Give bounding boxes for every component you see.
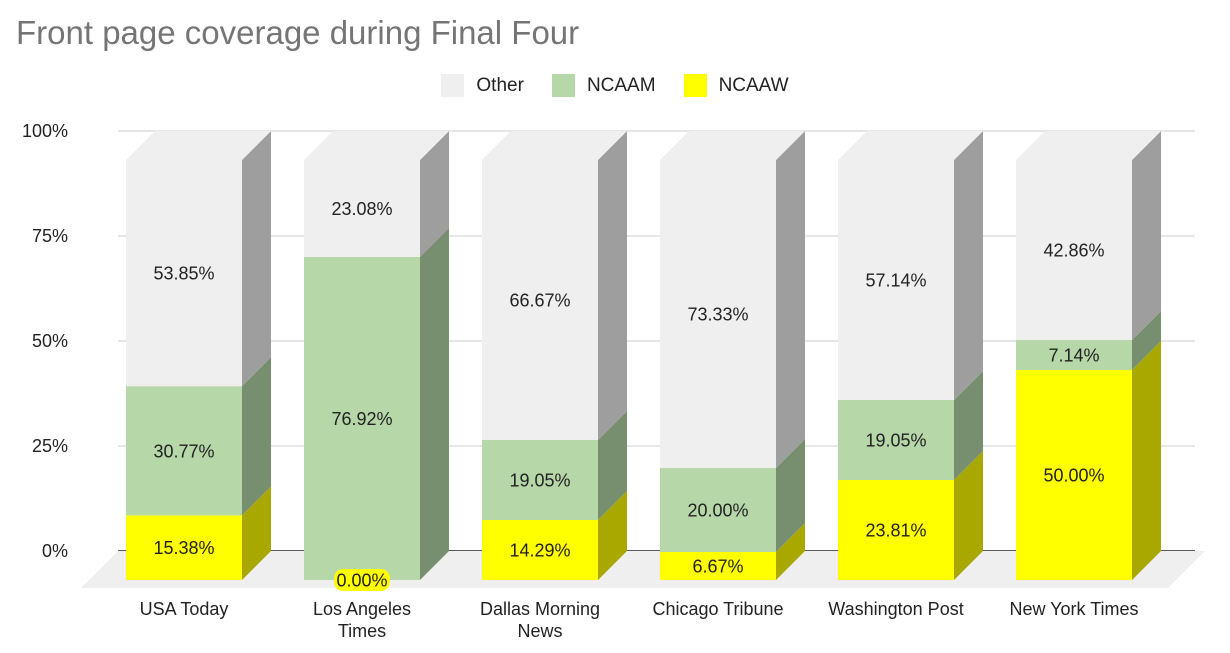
bar-top <box>304 131 449 160</box>
legend-item-ncaam[interactable]: NCAAM <box>551 74 656 97</box>
data-label: 19.05% <box>509 470 570 490</box>
bar-ncaaw-side <box>242 486 271 580</box>
data-label: 50.00% <box>1043 466 1104 486</box>
bar-ncaam <box>482 439 598 520</box>
bar-ncaaw-side <box>954 450 983 580</box>
bar-other-side <box>598 130 627 440</box>
bar-stack <box>304 131 449 580</box>
bar-ncaam-side <box>598 410 627 520</box>
bar-other <box>838 160 954 400</box>
bar-ncaaw-side <box>776 522 805 580</box>
bar-ncaam-side <box>1132 311 1161 370</box>
bar-ncaam <box>1016 340 1132 370</box>
bar-ncaaw <box>1016 370 1132 580</box>
data-label: 30.77% <box>153 441 214 461</box>
data-label: 14.29% <box>509 540 570 560</box>
data-label: 20.00% <box>687 500 748 520</box>
bar-ncaaw-side <box>598 490 627 580</box>
y-tick-label: 0% <box>42 541 68 561</box>
legend: Other NCAAM NCAAW <box>0 74 1230 97</box>
bar-stack <box>482 130 627 580</box>
data-label: 66.67% <box>509 290 570 310</box>
bar-top <box>126 131 271 160</box>
data-label: 76.92% <box>331 409 392 429</box>
bar-other <box>660 160 776 468</box>
x-tick-label: Los Angeles <box>313 599 411 619</box>
legend-swatch-ncaaw <box>683 74 707 97</box>
bar-other <box>304 160 420 257</box>
x-tick-label: New York Times <box>1009 599 1138 619</box>
bar-ncaam <box>126 386 242 516</box>
data-label-bg <box>334 569 390 591</box>
bar-ncaam <box>660 467 776 552</box>
bar-other-side <box>954 131 983 400</box>
bar-ncaaw <box>482 519 598 580</box>
bar-top <box>1016 131 1161 160</box>
bar-ncaaw-side <box>1132 341 1161 580</box>
chart-title: Front page coverage during Final Four <box>16 14 580 51</box>
legend-label-other: Other <box>476 74 524 96</box>
bar-ncaam-side <box>242 357 271 516</box>
bar-ncaaw <box>660 551 776 580</box>
y-tick-label: 25% <box>32 436 68 456</box>
x-tick-label: News <box>517 621 562 641</box>
x-tick-label: Times <box>338 621 386 641</box>
bar-top <box>660 131 805 160</box>
legend-label-ncaam: NCAAM <box>586 74 656 96</box>
x-tick-label: Dallas Morning <box>480 599 600 619</box>
bar-top <box>482 130 627 160</box>
data-label: 23.08% <box>331 199 392 219</box>
data-label: 0.00% <box>336 571 387 591</box>
bar-other-side <box>420 131 449 257</box>
x-tick-label: Washington Post <box>828 599 963 619</box>
data-label: 53.85% <box>153 264 214 284</box>
data-label: 19.05% <box>865 430 926 450</box>
data-label: 6.67% <box>692 556 743 576</box>
bar-ncaaw <box>838 479 954 580</box>
bar-ncaaw <box>126 515 242 580</box>
legend-swatch-ncaam <box>551 74 575 97</box>
bar-ncaam <box>838 399 954 480</box>
bar-other-side <box>776 131 805 468</box>
bar-stack <box>838 131 983 580</box>
data-label: 42.86% <box>1043 241 1104 261</box>
bar-stack <box>660 131 805 580</box>
bar-other <box>482 159 598 440</box>
bar-ncaam-side <box>420 227 449 580</box>
bar-other-side <box>1132 131 1161 341</box>
data-label: 73.33% <box>687 304 748 324</box>
data-label: 23.81% <box>865 520 926 540</box>
bar-ncaam <box>304 256 420 580</box>
legend-swatch-other <box>441 74 465 97</box>
x-tick-label: USA Today <box>140 599 229 619</box>
legend-item-other[interactable]: Other <box>441 74 524 97</box>
legend-label-ncaaw: NCAAW <box>718 74 789 96</box>
y-tick-label: 100% <box>22 121 68 141</box>
data-label: 57.14% <box>865 270 926 290</box>
data-label: 15.38% <box>153 538 214 558</box>
x-tick-label: Chicago Tribune <box>652 599 783 619</box>
y-tick-label: 50% <box>32 331 68 351</box>
bar-other-side <box>242 131 271 387</box>
bar-stack <box>1016 131 1161 580</box>
bar-other <box>1016 160 1132 341</box>
bar-other <box>126 160 242 387</box>
legend-item-ncaaw[interactable]: NCAAW <box>683 74 789 97</box>
bar-ncaam-side <box>776 438 805 552</box>
data-label: 7.14% <box>1048 346 1099 366</box>
bar-ncaam-side <box>954 370 983 480</box>
y-tick-label: 75% <box>32 226 68 246</box>
bar-stack <box>126 131 271 580</box>
bar-top <box>838 131 983 160</box>
